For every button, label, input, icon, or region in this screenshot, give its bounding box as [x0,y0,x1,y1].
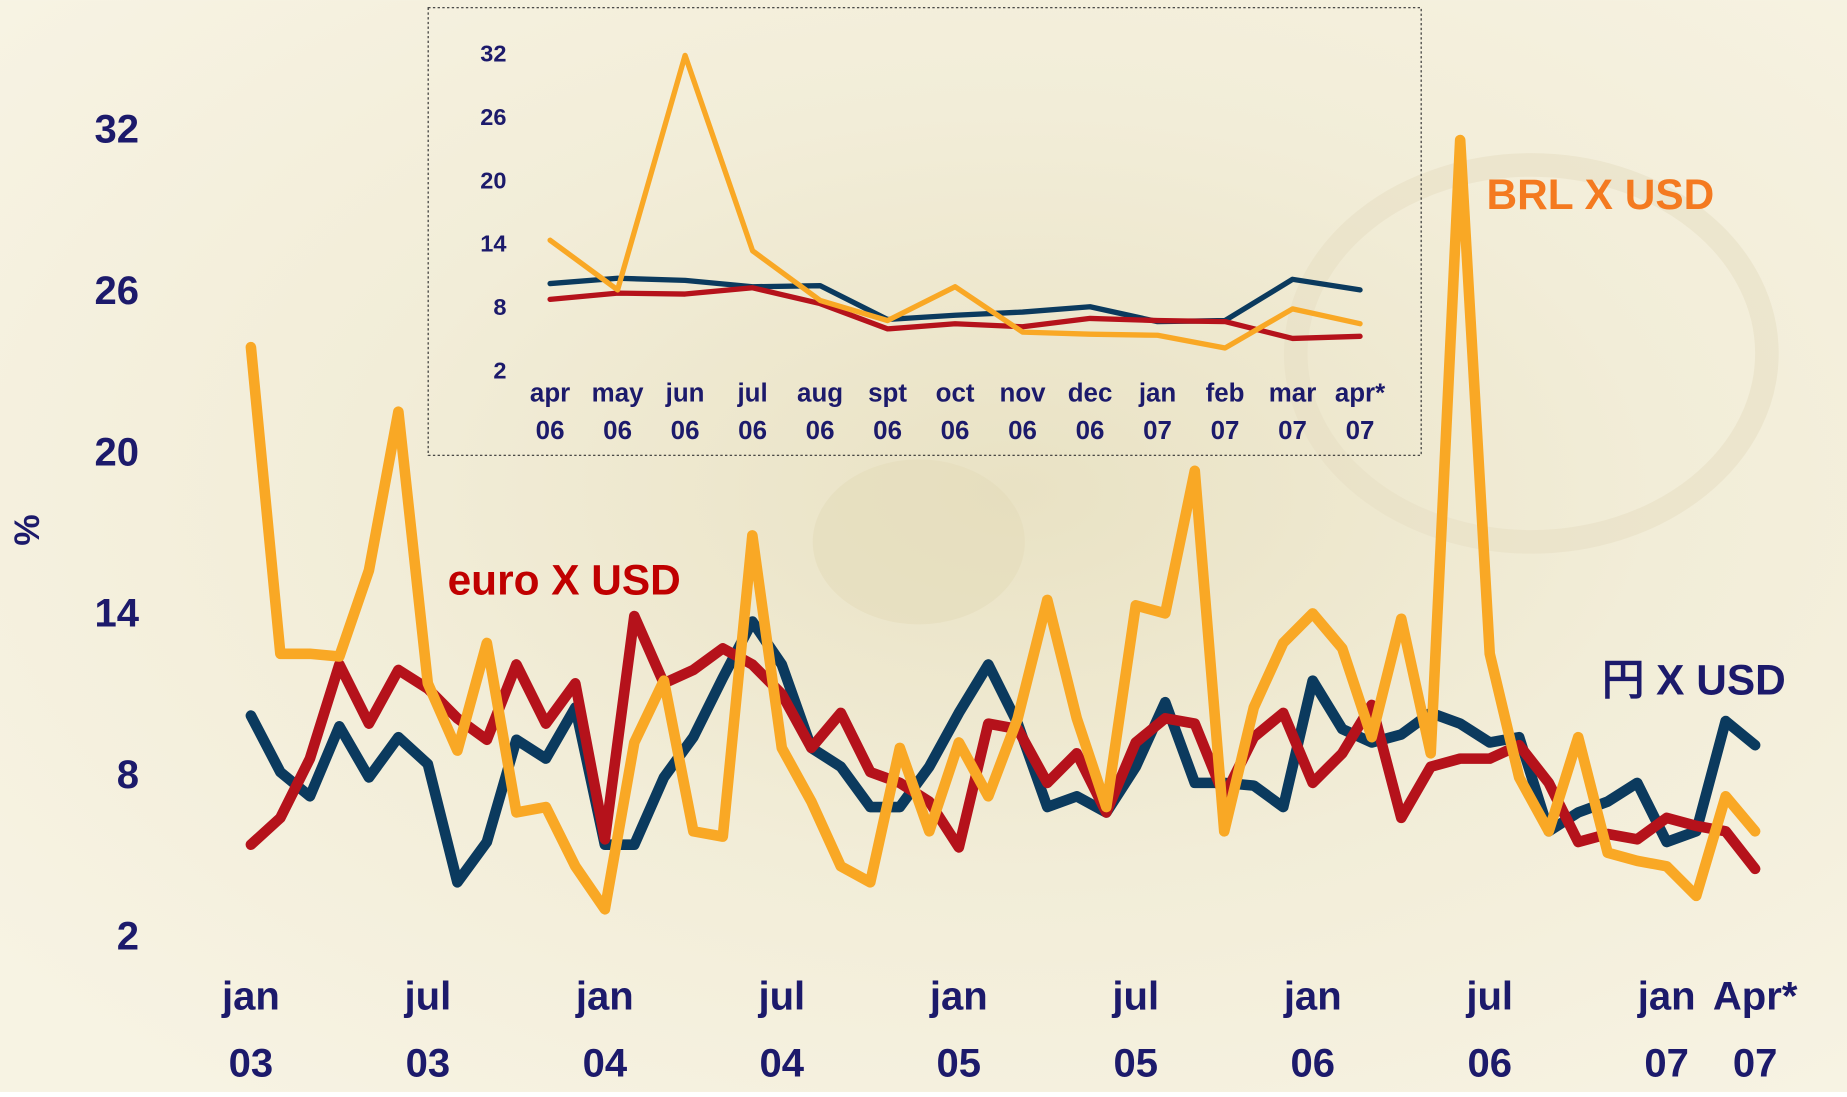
y-tick-label: 32 [480,41,506,67]
y-tick-label: 14 [94,592,139,636]
x-tick-label: 06 [671,417,700,445]
series-label: 円 X USD [1602,656,1786,703]
series-label: euro X USD [448,556,681,603]
x-tick-label: 04 [760,1042,805,1086]
x-tick-label: aug [797,379,843,407]
x-tick-label: 06 [738,417,767,445]
x-tick-label: Apr* [1713,974,1798,1018]
y-tick-label: 20 [94,430,139,474]
x-tick-label: mar [1269,379,1317,407]
x-tick-label: jul [736,379,767,407]
y-tick-label: 32 [94,108,139,152]
x-tick-label: nov [1000,379,1047,407]
x-tick-label: 07 [1278,417,1307,445]
x-tick-label: 07 [1143,417,1172,445]
x-tick-label: 03 [406,1042,451,1086]
x-tick-label: jan [221,974,280,1018]
x-tick-label: 07 [1644,1042,1689,1086]
x-tick-label: feb [1206,379,1245,407]
x-tick-label: 06 [536,417,565,445]
y-tick-label: 8 [117,753,139,797]
x-tick-label: 07 [1211,417,1240,445]
x-tick-label: dec [1068,379,1113,407]
x-tick-label: 06 [873,417,902,445]
x-tick-label: 07 [1733,1042,1778,1086]
x-tick-label: 06 [1076,417,1105,445]
x-tick-label: jul [1111,974,1159,1018]
x-tick-label: jan [575,974,634,1018]
chart: % 2 8 14 20 26 32 jan 03 jul 03 jan 04 jul 04 jan 05 jul… [0,0,1847,1092]
y-tick-label: 2 [117,914,139,958]
x-tick-label: 04 [583,1042,628,1086]
x-tick-label: jul [1465,974,1513,1018]
x-tick-label: jun [665,379,705,407]
y-tick-label: 26 [480,104,506,130]
x-tick-label: apr [530,379,570,407]
y-axis-title: % [8,514,47,545]
y-tick-label: 14 [480,231,506,257]
x-tick-label: jan [1637,974,1696,1018]
x-tick-label: 05 [937,1042,982,1086]
x-tick-label: jan [1283,974,1342,1018]
x-tick-label: may [592,379,644,407]
x-tick-label: 06 [1467,1042,1512,1086]
series-label: BRL X USD [1487,171,1715,218]
x-tick-label: 03 [229,1042,274,1086]
y-tick-label: 20 [480,167,506,193]
x-tick-label: 06 [806,417,835,445]
x-tick-label: spt [868,379,907,407]
x-tick-label: jul [404,974,452,1018]
x-tick-label: 06 [1290,1042,1335,1086]
y-tick-label: 8 [493,294,506,320]
y-tick-label: 26 [94,269,139,313]
x-tick-label: 06 [941,417,970,445]
x-tick-label: jul [757,974,805,1018]
y-tick-label: 2 [493,357,506,383]
x-tick-label: jan [1138,379,1176,407]
x-tick-label: 07 [1346,417,1375,445]
x-tick-label: oct [936,379,975,407]
x-tick-label: jan [929,974,988,1018]
x-tick-label: 05 [1113,1042,1158,1086]
x-tick-label: apr* [1335,379,1386,407]
background-ornament [813,459,1025,624]
x-tick-label: 06 [1008,417,1037,445]
x-tick-label: 06 [603,417,632,445]
